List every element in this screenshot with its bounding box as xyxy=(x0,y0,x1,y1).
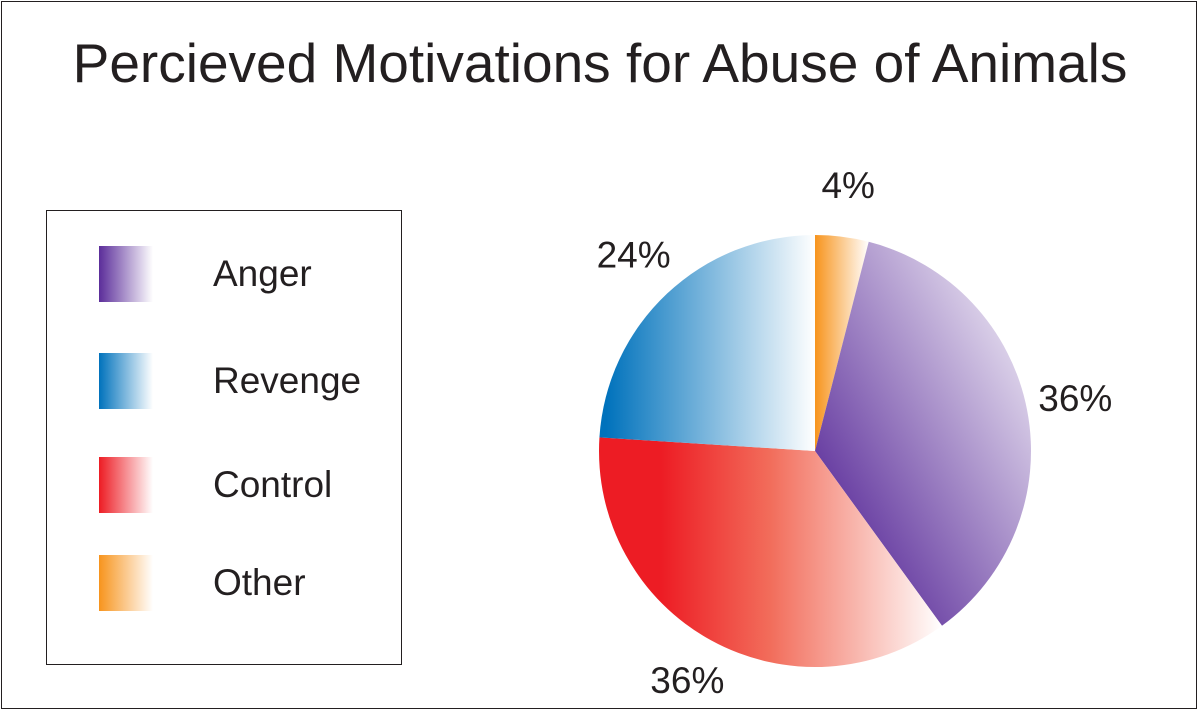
data-label-other: 4% xyxy=(821,165,874,206)
legend-label-anger: Anger xyxy=(213,253,312,294)
legend-label-revenge: Revenge xyxy=(213,360,362,401)
legend-label-control: Control xyxy=(213,464,333,505)
legend-item-control: Control xyxy=(47,457,401,513)
data-label-anger: 36% xyxy=(1038,378,1112,419)
legend-swatch-anger xyxy=(99,246,153,302)
data-label-revenge: 24% xyxy=(597,235,671,276)
legend-swatch-revenge xyxy=(99,353,153,409)
pie-slice-other xyxy=(815,235,869,451)
legend-item-revenge: Revenge xyxy=(47,353,401,409)
chart-title: Percieved Motivations for Abuse of Anima… xyxy=(72,32,1128,94)
pie-slice-control xyxy=(599,437,942,667)
legend-label-other: Other xyxy=(213,562,306,603)
pie-slice-anger xyxy=(815,241,1031,626)
legend-swatch-control xyxy=(99,457,153,513)
legend: Anger Revenge Control Other xyxy=(46,210,402,665)
data-label-control: 36% xyxy=(650,660,724,701)
legend-item-anger: Anger xyxy=(47,246,401,302)
pie-slice-revenge xyxy=(599,235,815,451)
legend-swatch-other xyxy=(99,555,153,611)
legend-item-other: Other xyxy=(47,555,401,611)
